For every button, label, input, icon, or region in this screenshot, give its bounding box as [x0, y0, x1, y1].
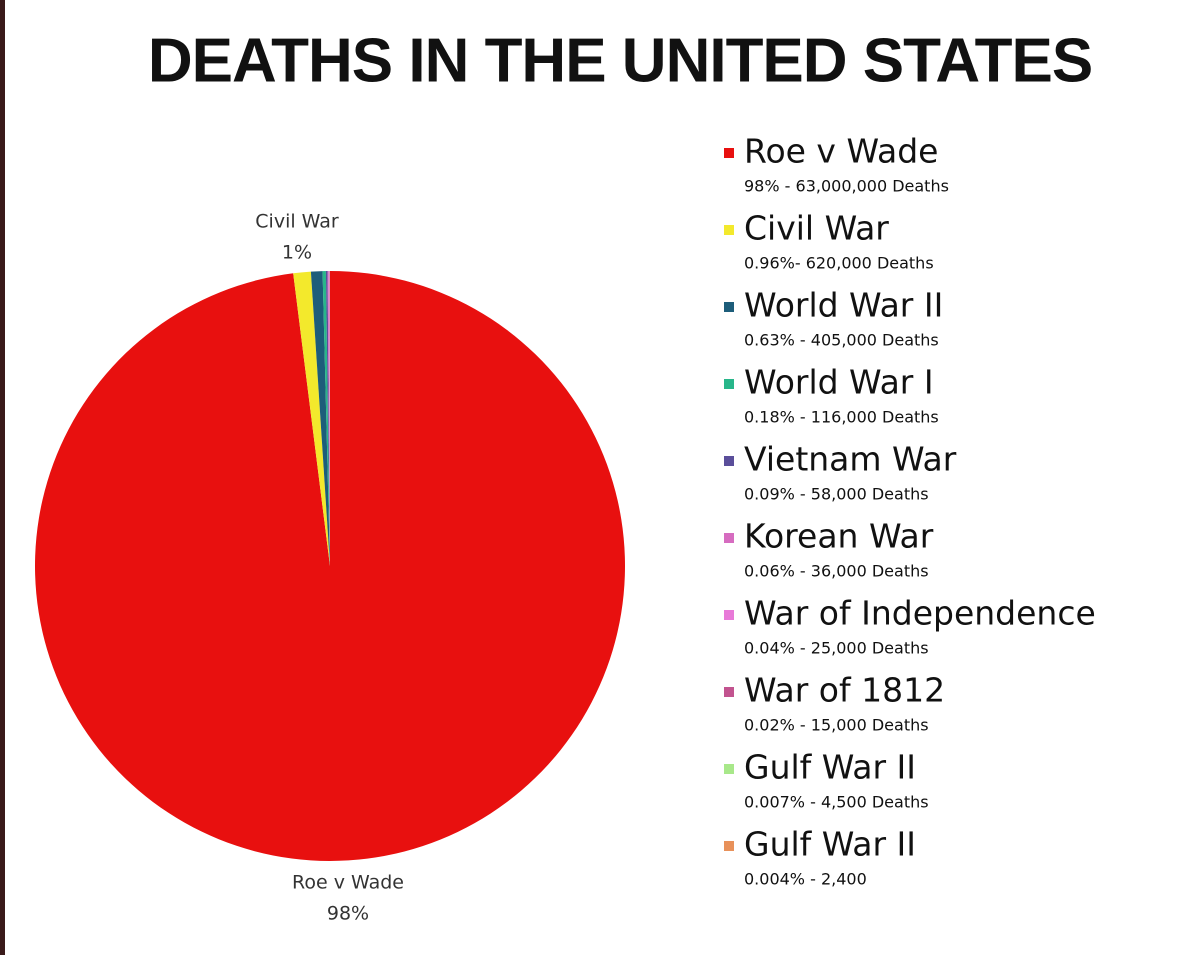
pie-slice [322, 271, 330, 566]
legend-label: World War I [744, 363, 934, 402]
legend-label: Gulf War II [744, 748, 916, 787]
legend-marker [724, 841, 734, 851]
pie-slice [327, 271, 330, 566]
legend-label: War of 1812 [744, 671, 945, 710]
legend-label: Roe v Wade [744, 132, 938, 171]
legend-marker [724, 379, 734, 389]
pie-slice [328, 271, 330, 566]
legend-label: World War II [744, 286, 943, 325]
legend-detail: 98% - 63,000,000 Deaths [744, 177, 949, 196]
legend-detail: 0.04% - 25,000 Deaths [744, 639, 929, 658]
legend-marker [724, 610, 734, 620]
slice-label-value: 98% [327, 903, 369, 925]
legend-marker [724, 148, 734, 158]
slice-label-name: Civil War [255, 211, 339, 233]
pie-slice [325, 271, 330, 566]
legend-label: Vietnam War [744, 440, 957, 479]
slice-label-name: Roe v Wade [292, 872, 404, 894]
legend-marker [724, 533, 734, 543]
legend-marker [724, 456, 734, 466]
left-edge [0, 0, 5, 955]
legend-detail: 0.007% - 4,500 Deaths [744, 793, 929, 812]
pie-slice [310, 271, 330, 566]
legend-detail: 0.004% - 2,400 [744, 870, 867, 889]
pie-slice [35, 271, 626, 861]
legend-marker [724, 687, 734, 697]
legend-marker [724, 302, 734, 312]
legend-detail: 0.63% - 405,000 Deaths [744, 331, 939, 350]
chart-title: DEATHS IN THE UNITED STATES [148, 26, 1092, 95]
pie-slice [293, 271, 330, 566]
legend-detail: 0.02% - 15,000 Deaths [744, 716, 929, 735]
legend-label: Gulf War II [744, 825, 916, 864]
legend-detail: 0.06% - 36,000 Deaths [744, 562, 929, 581]
slice-label-value: 1% [282, 242, 312, 264]
legend-detail: 0.96%- 620,000 Deaths [744, 254, 934, 273]
legend-label: Civil War [744, 209, 889, 248]
legend-label: War of Independence [744, 594, 1096, 633]
legend-detail: 0.18% - 116,000 Deaths [744, 408, 939, 427]
legend-detail: 0.09% - 58,000 Deaths [744, 485, 929, 504]
legend-label: Korean War [744, 517, 934, 556]
legend-marker [724, 764, 734, 774]
legend-marker [724, 225, 734, 235]
pie-slice [329, 271, 330, 566]
